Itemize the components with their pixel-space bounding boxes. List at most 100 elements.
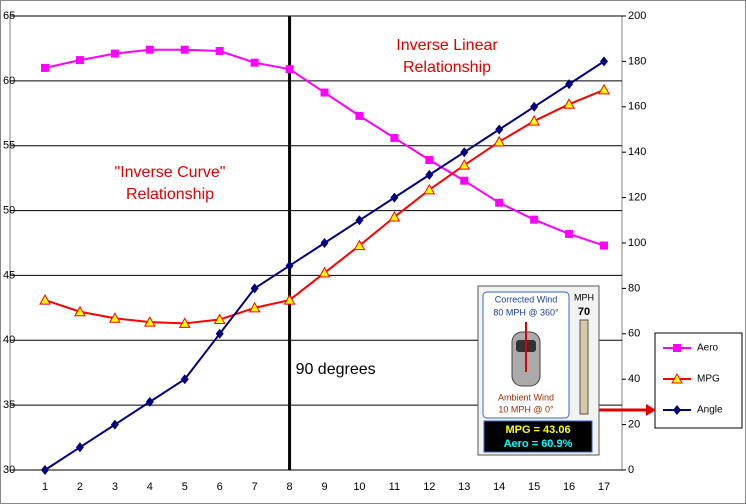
marker (109, 312, 121, 323)
y-tick-label: 50 (3, 204, 15, 216)
y-tick-label: 60 (3, 75, 15, 87)
marker (495, 124, 504, 135)
marker (41, 63, 49, 72)
inset-text: MPG = 43.06 (505, 424, 570, 436)
marker (563, 98, 575, 109)
legend-marker (671, 372, 683, 384)
marker (180, 374, 189, 385)
y2-tick-label: 60 (628, 328, 640, 340)
x-tick-label: 16 (563, 481, 575, 493)
marker (143, 316, 156, 327)
marker (425, 155, 434, 164)
marker (530, 215, 539, 224)
marker (283, 294, 296, 305)
x-tick-label: 17 (598, 481, 610, 493)
marker (213, 313, 226, 325)
marker (388, 211, 401, 222)
annotation: "Inverse Curve" (115, 164, 226, 181)
annotation: Relationship (126, 186, 214, 203)
inset-text: 10 MPH @ 0° (498, 404, 554, 414)
y2-tick-label: 120 (628, 192, 646, 204)
marker (250, 283, 259, 294)
marker (41, 465, 49, 475)
marker (598, 83, 610, 95)
marker (75, 442, 84, 453)
inset-text: 70 (578, 306, 590, 318)
marker (493, 135, 506, 147)
marker (248, 301, 261, 313)
y-tick-label: 65 (3, 10, 15, 22)
marker (180, 45, 189, 54)
marker (320, 88, 329, 97)
y2-tick-label: 20 (628, 419, 640, 431)
x-tick-label: 13 (458, 481, 470, 493)
x-tick-label: 9 (321, 481, 327, 493)
x-tick-label: 3 (112, 481, 118, 493)
legend-label: Angle (697, 405, 723, 416)
marker (285, 65, 294, 74)
marker (250, 58, 259, 67)
y2-tick-label: 180 (628, 55, 646, 67)
x-tick-label: 5 (182, 481, 188, 493)
marker (215, 47, 224, 56)
marker (495, 198, 504, 207)
marker (460, 176, 469, 185)
marker (145, 396, 154, 407)
marker (39, 294, 51, 305)
y2-tick-label: 100 (628, 237, 646, 249)
inset-text: Corrected Wind (495, 294, 558, 304)
marker (285, 260, 294, 271)
marker (320, 238, 329, 248)
x-tick-label: 2 (77, 481, 83, 493)
x-tick-label: 4 (147, 481, 153, 493)
y2-tick-label: 40 (628, 373, 640, 385)
x-tick-label: 8 (287, 481, 293, 493)
marker (565, 79, 574, 90)
annotation: Inverse Linear (396, 37, 498, 54)
x-tick-label: 7 (252, 481, 258, 493)
vline-label: 90 degrees (296, 361, 376, 378)
legend-marker (673, 405, 681, 415)
inset-text: Aero = 60.9% (504, 438, 573, 450)
marker (423, 183, 436, 195)
y-tick-label: 45 (3, 269, 15, 281)
y2-tick-label: 80 (628, 282, 640, 294)
marker (355, 111, 364, 120)
marker (318, 266, 331, 278)
y-tick-label: 35 (3, 399, 15, 411)
legend-label: Aero (697, 343, 719, 354)
marker (215, 328, 224, 339)
y-tick-label: 55 (3, 140, 15, 152)
x-tick-label: 14 (493, 481, 505, 493)
inset-text: Ambient Wind (498, 392, 554, 402)
marker (600, 241, 608, 250)
marker (458, 159, 471, 170)
marker (390, 133, 399, 142)
marker (110, 419, 119, 430)
marker (355, 215, 364, 226)
y2-tick-label: 140 (628, 146, 646, 158)
x-tick-label: 1 (42, 481, 48, 493)
y2-tick-label: 0 (628, 464, 634, 476)
marker (353, 239, 366, 251)
marker (565, 229, 574, 238)
y2-tick-label: 160 (628, 101, 646, 113)
marker (600, 56, 608, 67)
annotation: Relationship (403, 59, 491, 76)
x-tick-label: 6 (217, 481, 223, 493)
marker (528, 115, 540, 126)
marker (145, 45, 154, 54)
marker (390, 192, 399, 203)
speed-gauge (579, 319, 589, 415)
y-tick-label: 40 (3, 334, 15, 346)
marker (75, 56, 84, 65)
y2-tick-label: 200 (628, 10, 646, 22)
x-tick-label: 12 (423, 481, 435, 493)
x-tick-label: 11 (389, 481, 400, 493)
inset-readout (483, 420, 593, 453)
marker (74, 305, 86, 317)
inset-text: MPH (574, 292, 594, 302)
x-tick-label: 15 (528, 481, 540, 493)
inset-text: 80 MPH @ 360° (493, 307, 559, 317)
